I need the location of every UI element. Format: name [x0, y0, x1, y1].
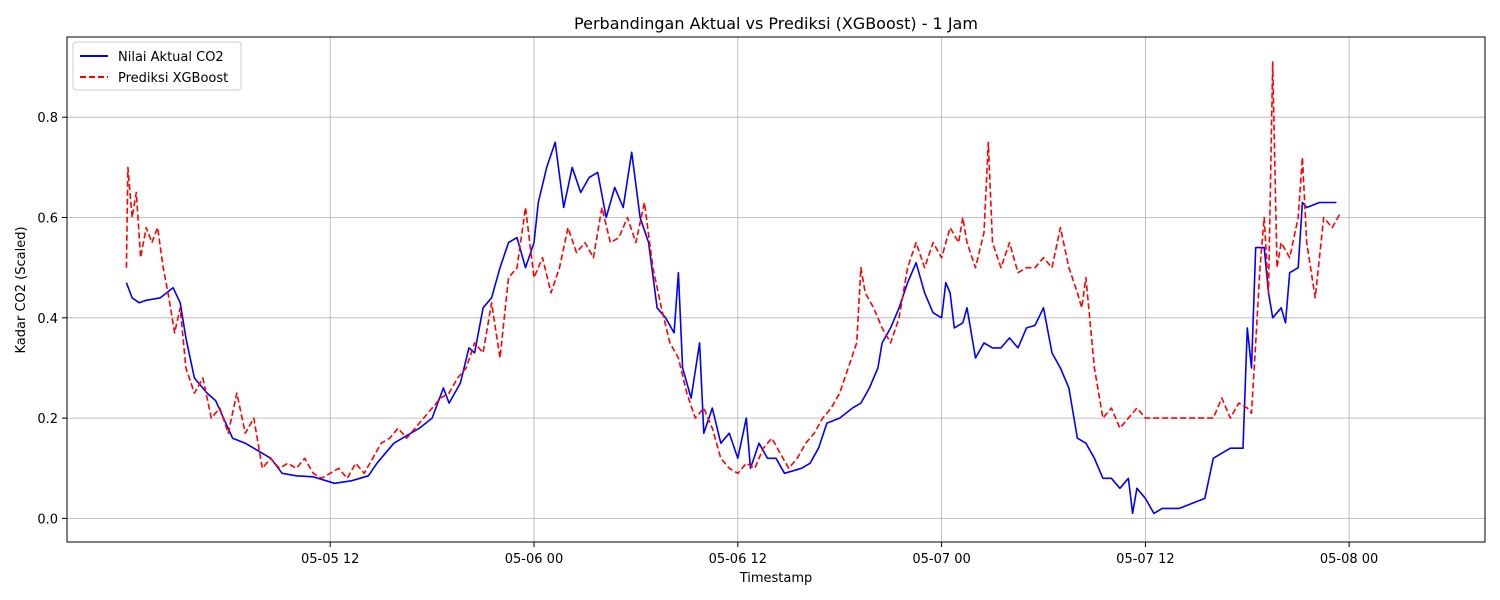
- series-line-actual: [125, 141, 1337, 515]
- x-axis-label: Timestamp: [739, 571, 813, 586]
- y-tick-label: 0.0: [37, 512, 58, 527]
- legend: Nilai Aktual CO2 Prediksi XGBoost: [72, 41, 242, 91]
- x-tick-label: 05-07 00: [912, 552, 970, 567]
- x-tick-label: 05-05 12: [301, 552, 359, 567]
- x-tick-label: 05-07 12: [1116, 552, 1174, 567]
- x-tick-label: 05-06 00: [505, 552, 563, 567]
- y-axis-ticks: 0.0 0.2 0.4 0.6 0.8: [37, 111, 67, 527]
- y-tick-label: 0.2: [37, 412, 58, 427]
- series-group: [125, 61, 1342, 515]
- legend-box: [72, 41, 242, 91]
- y-tick-label: 0.4: [37, 312, 58, 327]
- grid-lines: [67, 37, 1485, 542]
- chart-title: Perbandingan Aktual vs Prediksi (XGBoost…: [574, 14, 978, 33]
- x-tick-label: 05-08 00: [1320, 552, 1378, 567]
- x-tick-label: 05-06 12: [709, 552, 767, 567]
- y-tick-label: 0.6: [37, 212, 58, 227]
- y-axis-label: Kadar CO2 (Scaled): [14, 226, 29, 353]
- series-line-predicted: [125, 61, 1342, 480]
- y-tick-label: 0.8: [37, 111, 58, 126]
- plot-frame: [66, 36, 1486, 543]
- legend-label-predicted: Prediksi XGBoost: [118, 71, 228, 86]
- legend-label-actual: Nilai Aktual CO2: [118, 50, 224, 65]
- x-axis-ticks: 05-05 12 05-06 00 05-06 12 05-07 00 05-07 12…: [301, 542, 1378, 567]
